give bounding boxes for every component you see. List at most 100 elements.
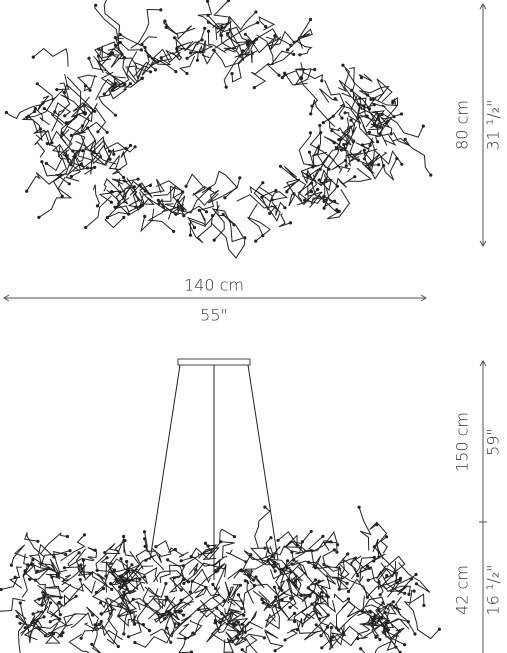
top-view-illustration [4, 0, 433, 259]
wire-tip [125, 559, 129, 564]
wire-tip [400, 162, 404, 166]
wire-tip [92, 150, 96, 154]
wire-tip [40, 603, 44, 607]
wire-tip [136, 177, 140, 181]
wire-tip [341, 63, 345, 67]
wire [57, 623, 73, 639]
wire-tip [391, 101, 395, 105]
wire [207, 177, 241, 204]
wire [207, 15, 232, 34]
wire [325, 553, 349, 572]
wire [91, 570, 113, 590]
wire [38, 591, 64, 604]
wire-tip [292, 192, 296, 196]
wire [316, 600, 337, 616]
wire [34, 129, 53, 158]
wire [58, 580, 96, 607]
wire-tip [293, 611, 297, 616]
wire-tip [343, 111, 347, 115]
wire-tip [36, 539, 40, 543]
wire-tip [173, 622, 177, 626]
wire-tip [183, 636, 187, 641]
wire-tip [214, 587, 218, 591]
wire-tip [276, 538, 280, 542]
wire-tip [214, 570, 218, 574]
wire [228, 598, 246, 627]
wire [309, 132, 335, 161]
wire-tip [121, 578, 125, 582]
wire [243, 550, 271, 560]
wire [90, 136, 136, 153]
wire-tip [367, 130, 371, 134]
wire-tip [107, 149, 112, 153]
wire-tip [34, 578, 38, 582]
wire [109, 568, 125, 590]
wire [41, 161, 62, 177]
wire [277, 531, 306, 553]
wire [114, 197, 143, 213]
wire [119, 582, 145, 595]
wire [37, 567, 68, 574]
wire [60, 116, 82, 139]
wire-tip [414, 572, 418, 577]
wire [181, 556, 225, 567]
wire-tip [118, 585, 122, 589]
wire [126, 61, 156, 83]
wire [245, 635, 258, 653]
wire [134, 57, 177, 73]
wire-tip [60, 194, 64, 198]
wire-tip [292, 581, 296, 585]
wire [105, 560, 146, 584]
wire-tip [139, 48, 143, 52]
wire-tip [48, 601, 53, 605]
wire-tip [122, 175, 126, 180]
wire [321, 634, 360, 649]
wire-tip [133, 640, 137, 645]
wire [118, 595, 138, 617]
wire-tip [377, 163, 381, 167]
wire [45, 613, 88, 637]
wire-tip [65, 534, 69, 539]
wire [163, 596, 176, 643]
wire [184, 28, 206, 52]
wire-tip [23, 569, 27, 573]
wire [382, 621, 389, 635]
wire [293, 593, 308, 622]
wire-tip [189, 650, 194, 653]
wire [162, 20, 196, 35]
wire-tip [320, 79, 324, 83]
wire-tip [234, 623, 238, 627]
wire [367, 614, 381, 640]
wire [340, 558, 359, 577]
wire [357, 106, 375, 146]
wire-tip [113, 113, 118, 117]
wire-tip [154, 545, 158, 549]
wire-tip [346, 597, 350, 601]
wire [258, 591, 278, 612]
wire-tip [143, 544, 147, 549]
wire-tip [359, 647, 363, 651]
wire-tip [179, 588, 183, 592]
wire [243, 561, 275, 575]
wire-tip [367, 107, 372, 111]
wire [310, 98, 340, 132]
wire [144, 546, 164, 571]
wire [386, 555, 406, 583]
wire-tip [80, 124, 85, 128]
wire [147, 597, 168, 620]
wire-tip [326, 595, 330, 599]
wire-tip [157, 202, 161, 206]
wire-tip [42, 615, 46, 619]
wire-tip [320, 646, 324, 650]
wire [322, 549, 340, 569]
wire-tip [236, 636, 240, 640]
wire [324, 79, 346, 119]
wire-tip [105, 556, 109, 560]
wire [57, 132, 73, 158]
wire [226, 612, 241, 633]
wire-tip [397, 629, 401, 633]
wire-tip [286, 559, 290, 563]
wire [265, 599, 283, 628]
wire-tip [409, 577, 414, 581]
